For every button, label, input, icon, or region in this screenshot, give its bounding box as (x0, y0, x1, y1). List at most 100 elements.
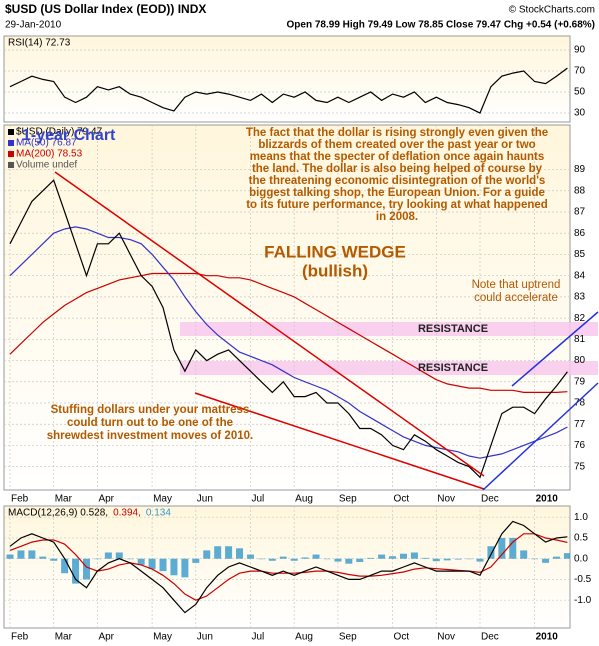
quote: Open 78.99 High 79.49 Low 78.85 Close 79… (287, 20, 595, 31)
legend-entry: MA(50) 76.87 (16, 138, 77, 149)
y-tick-label: 0.0 (574, 553, 588, 564)
legend-entry: 0.134 (146, 508, 171, 519)
bar (465, 558, 473, 560)
wedge-upper (54, 171, 485, 477)
bar (334, 558, 342, 562)
x-tick-label: Oct (394, 632, 410, 643)
y-tick-label: 86 (574, 228, 586, 239)
x-tick-label: Aug (295, 632, 313, 643)
x-tick-label: May (153, 494, 172, 505)
bar (225, 546, 233, 559)
bar (520, 550, 528, 559)
bar (126, 558, 134, 560)
resistance-label: RESISTANCE (418, 362, 488, 374)
y-tick-label: 50 (574, 87, 586, 98)
y-tick-label: 80 (574, 355, 586, 366)
source: © StockCharts.com (509, 5, 595, 16)
bar (61, 558, 69, 574)
pattern: FALLING WEDGE (264, 242, 406, 261)
line (9, 520, 568, 614)
bar (432, 558, 440, 562)
y-tick-label: 89 (574, 164, 586, 175)
bar (367, 557, 375, 559)
legend-entry: Volume undef (16, 160, 77, 171)
x-tick-label: Feb (11, 494, 29, 505)
legend-entry: 0.394, (113, 508, 141, 519)
bar (6, 554, 14, 559)
bar (268, 558, 276, 561)
x-tick-label: Nov (437, 632, 455, 643)
mattress-note: shrewdest investment moves of 2010. (47, 430, 253, 442)
x-tick-label: Dec (481, 494, 499, 505)
bar (345, 558, 353, 564)
x-tick-label: Oct (394, 494, 410, 505)
chart-label: 1-year Chart (22, 127, 116, 144)
x-tick-label: Aug (295, 494, 313, 505)
x-tick-label: Apr (98, 494, 114, 505)
bar (498, 537, 506, 559)
bar (531, 558, 539, 560)
bar (389, 556, 397, 559)
commentary: blizzards of them created over the past … (258, 139, 535, 151)
x-tick-label: Mar (55, 494, 73, 505)
y-tick-label: 82 (574, 313, 586, 324)
bar (246, 554, 254, 559)
x-tick-label: Jun (197, 632, 213, 643)
legend-swatch (8, 151, 14, 157)
x-tick-label: Mar (55, 632, 73, 643)
x-tick-label: Sep (339, 632, 357, 643)
bar (104, 552, 112, 559)
mattress-note: Stuffing dollars under your mattress (51, 404, 250, 416)
bar (312, 554, 320, 559)
legend-entry: MA(200) 78.53 (16, 149, 83, 160)
bar (50, 558, 58, 561)
commentary: the threatening economic disintegration … (249, 175, 546, 187)
y-tick-label: -1.0 (574, 595, 592, 606)
legend-swatch (8, 140, 14, 146)
uptrend-lower (482, 382, 599, 491)
uptrend-note: could accelerate (474, 292, 558, 304)
y-tick-label: 78 (574, 398, 586, 409)
bar (279, 556, 287, 559)
legend-entry: MACD(12,26,9) 0.528, (8, 508, 108, 519)
uptrend-note: Note that uptrend (472, 279, 561, 291)
bar (115, 552, 123, 559)
x-tick-label: May (153, 632, 172, 643)
mattress-note: could turn out to be one of the (67, 417, 233, 429)
y-tick-label: 76 (574, 440, 586, 451)
y-tick-label: 1.0 (574, 512, 588, 523)
wedge-lower (194, 392, 485, 490)
commentary: in 2008. (376, 211, 418, 223)
bar (236, 548, 244, 559)
bar (410, 552, 418, 559)
commentary: to its future performance, try looking a… (246, 199, 548, 211)
legend-swatch (8, 129, 14, 135)
x-tick-label: Jun (197, 494, 213, 505)
bar (542, 558, 550, 563)
y-tick-label: 90 (574, 45, 586, 56)
uptrend-upper (511, 311, 599, 387)
date: 29-Jan-2010 (5, 20, 62, 31)
bar (170, 558, 178, 576)
bar (443, 558, 451, 561)
x-tick-label: 2010 (536, 632, 559, 643)
y-tick-label: 0.5 (574, 533, 588, 544)
y-tick-label: 85 (574, 249, 586, 260)
x-tick-label: Jul (251, 632, 264, 643)
bar (476, 558, 484, 562)
bar (214, 546, 222, 559)
line (9, 67, 568, 114)
line (9, 272, 568, 393)
line (9, 179, 568, 479)
bar (563, 553, 570, 559)
bar (181, 558, 189, 578)
commentary: The fact that the dollar is rising stron… (246, 127, 548, 139)
legend-swatch (8, 162, 14, 168)
x-tick-label: 2010 (536, 494, 559, 505)
x-tick-label: Sep (339, 494, 357, 505)
bar (553, 556, 560, 559)
y-tick-label: 88 (574, 185, 586, 196)
bar (509, 537, 517, 559)
commentary: the land. The dollar is also being helpe… (252, 163, 543, 175)
x-tick-label: Dec (481, 632, 499, 643)
